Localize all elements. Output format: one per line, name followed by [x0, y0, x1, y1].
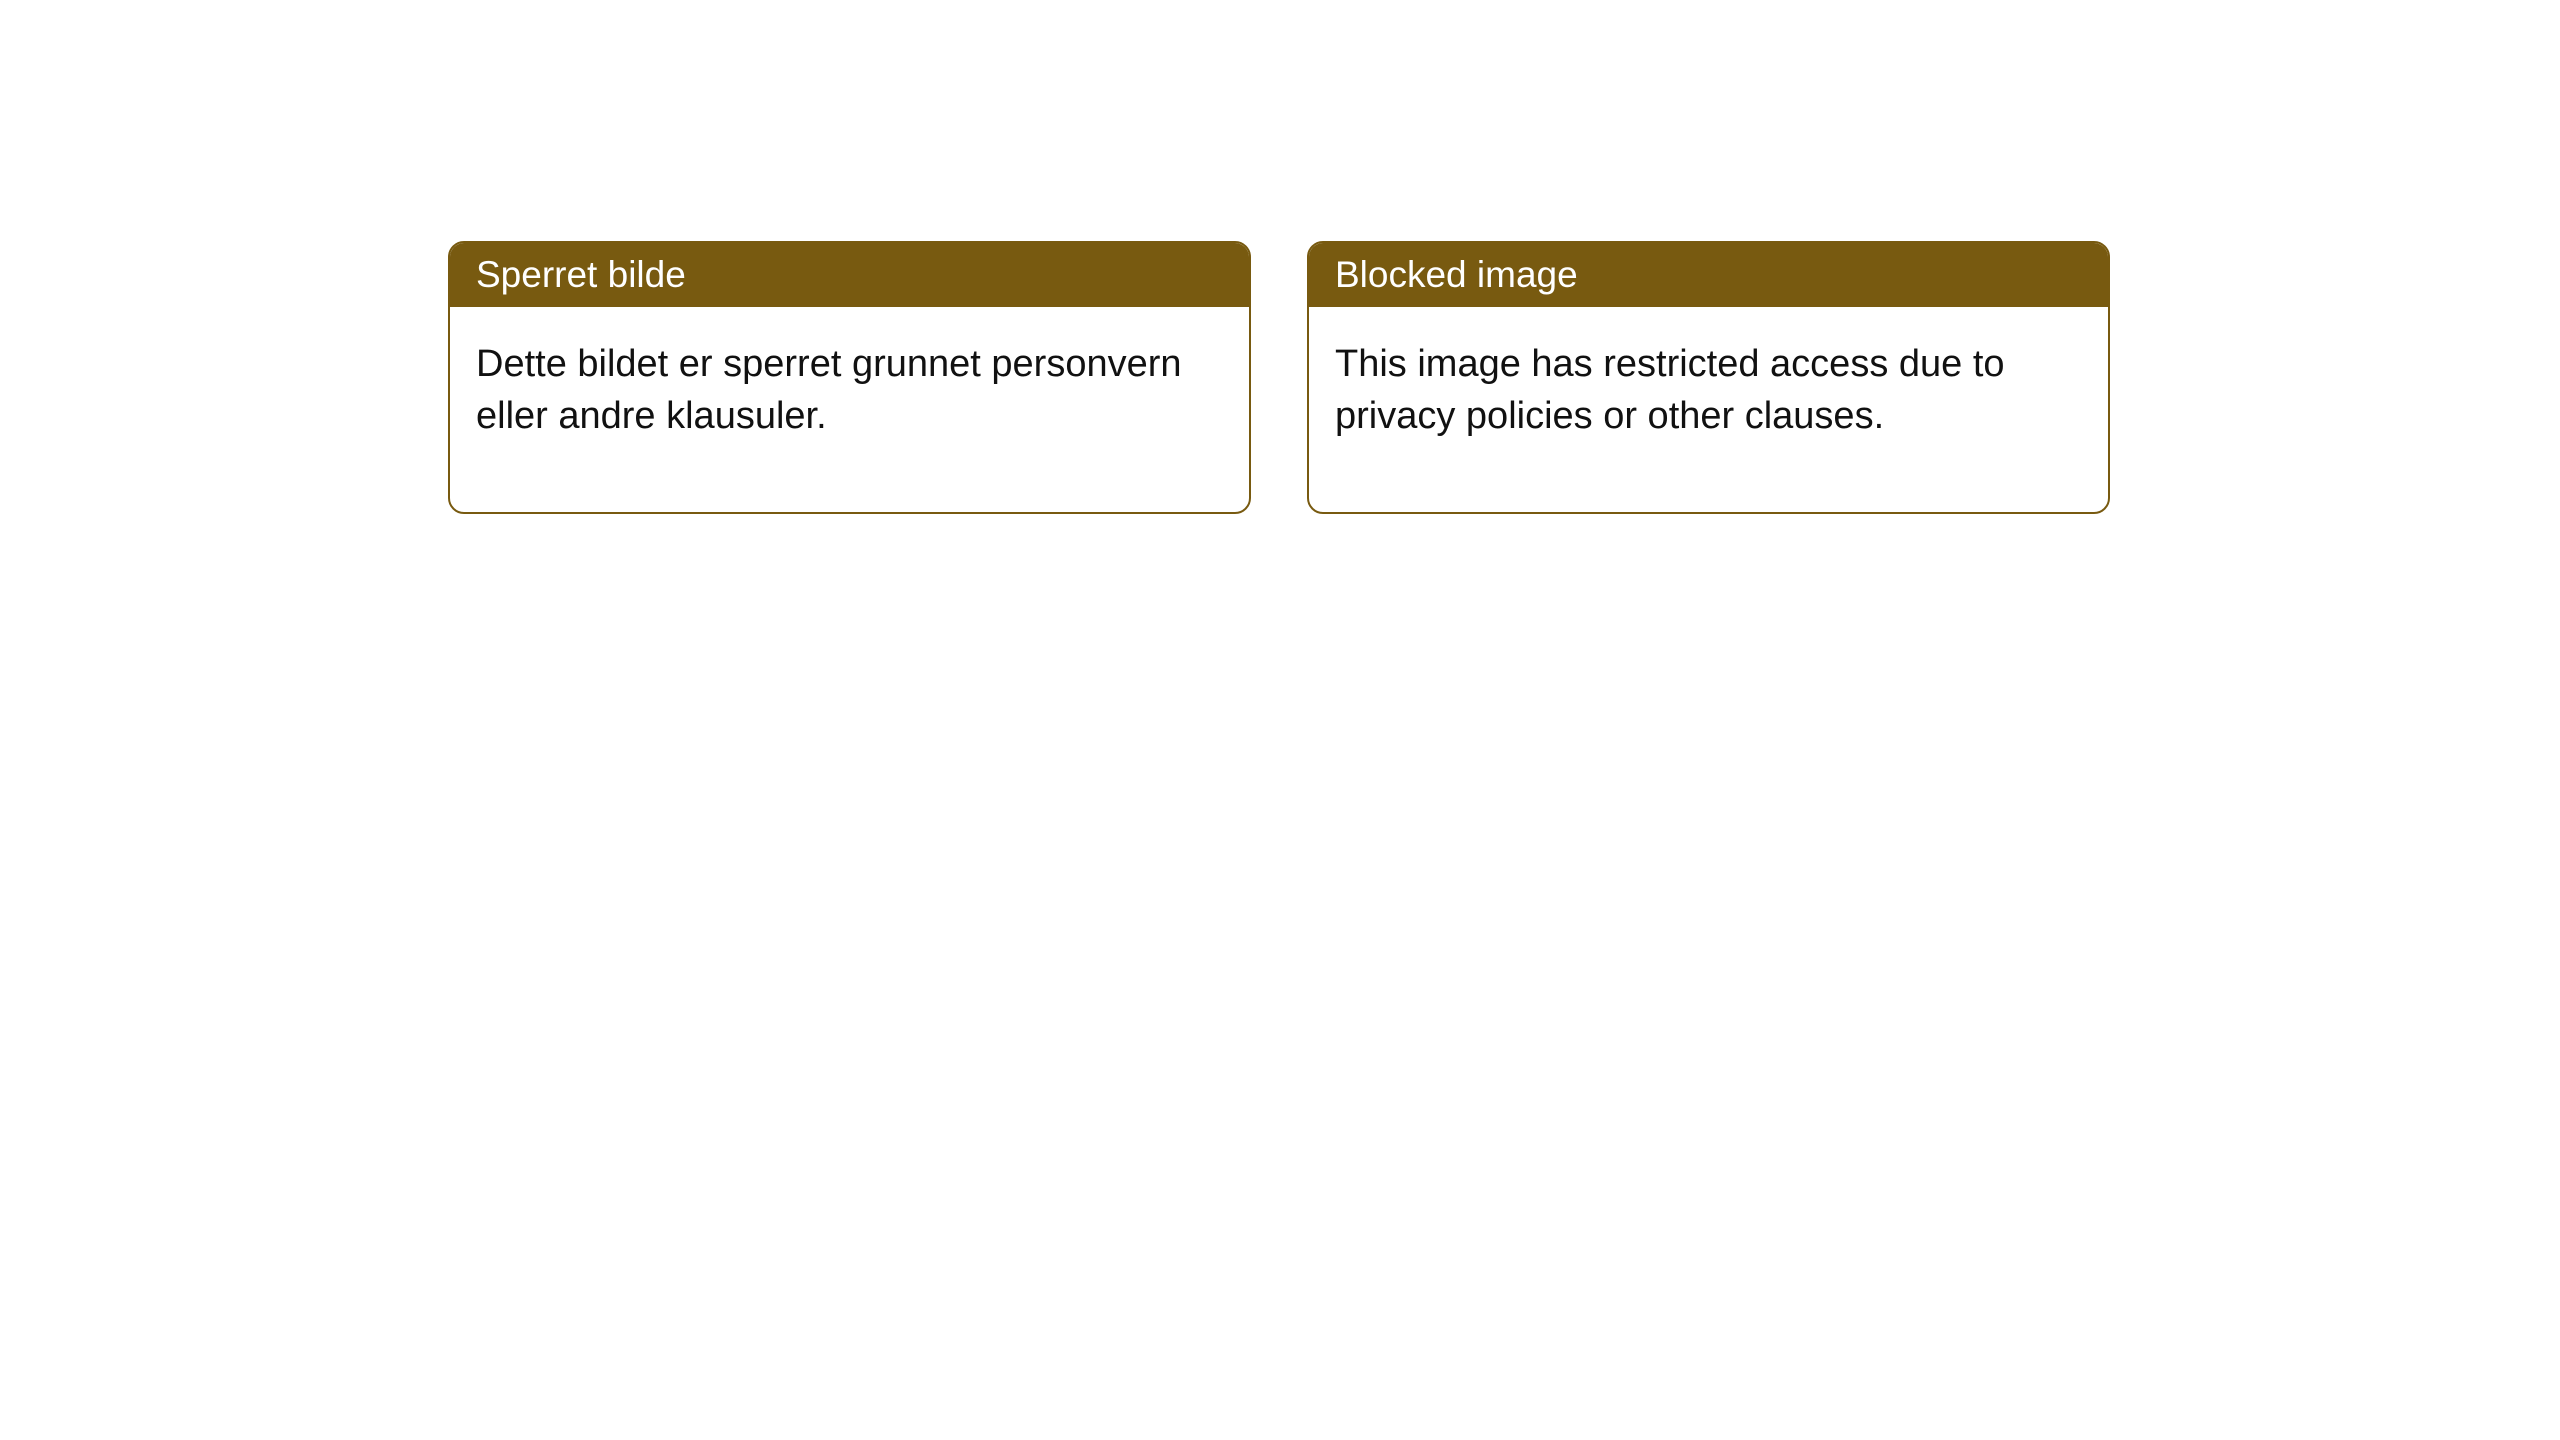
notice-card-norwegian: Sperret bilde Dette bildet er sperret gr…	[448, 241, 1251, 514]
notice-container: Sperret bilde Dette bildet er sperret gr…	[448, 241, 2110, 514]
notice-body: This image has restricted access due to …	[1309, 307, 2108, 512]
notice-card-english: Blocked image This image has restricted …	[1307, 241, 2110, 514]
notice-body: Dette bildet er sperret grunnet personve…	[450, 307, 1249, 512]
notice-header: Sperret bilde	[450, 243, 1249, 307]
notice-header: Blocked image	[1309, 243, 2108, 307]
